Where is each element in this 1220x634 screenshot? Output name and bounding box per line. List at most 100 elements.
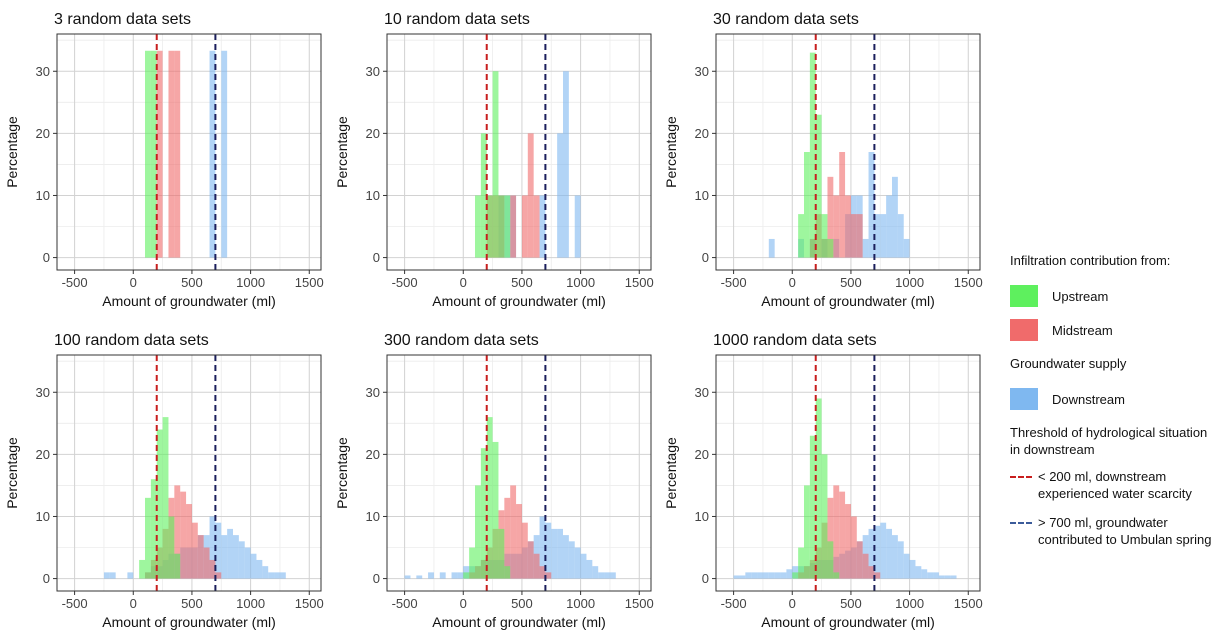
bar-downstream — [868, 152, 875, 258]
bar-upstream — [174, 553, 181, 579]
bar-midstream — [191, 522, 198, 579]
x-tick-label: -500 — [392, 596, 418, 611]
bar-downstream — [786, 569, 793, 579]
bar-downstream — [862, 238, 869, 258]
bar-downstream — [568, 541, 575, 579]
x-tick-label: 500 — [511, 275, 533, 290]
bar-upstream — [475, 485, 481, 579]
bar-midstream — [839, 152, 846, 258]
x-tick-label: 1500 — [295, 596, 324, 611]
x-tick-label: -500 — [62, 275, 88, 290]
y-axis-label: Percentage — [4, 437, 20, 509]
bar-upstream — [833, 572, 840, 579]
bar-midstream — [833, 195, 840, 258]
legend-label-midstream: Midstream — [1052, 322, 1113, 338]
bar-downstream — [221, 535, 228, 579]
bar-downstream — [574, 547, 581, 579]
bar-upstream — [469, 547, 475, 579]
legend-dash-200 — [1010, 476, 1032, 478]
legend-label-threshold-200: < 200 ml, downstream experienced water s… — [1038, 469, 1192, 501]
bar-downstream — [938, 575, 945, 579]
plot-frame — [715, 33, 981, 271]
bar-downstream — [209, 50, 216, 258]
bar-downstream — [897, 214, 904, 258]
bar-midstream — [197, 535, 204, 579]
bar-downstream — [103, 572, 110, 579]
y-tick-label: 20 — [695, 126, 709, 141]
bar-upstream — [162, 417, 169, 579]
bar-downstream — [762, 572, 769, 579]
bar-midstream — [215, 572, 222, 579]
bar-downstream — [557, 528, 563, 579]
bar-downstream — [874, 214, 881, 258]
y-tick-label: 0 — [702, 250, 709, 265]
bar-downstream — [897, 541, 904, 579]
y-tick-label: 30 — [695, 64, 709, 79]
x-axis-label: Amount of groundwater (ml) — [102, 293, 276, 309]
x-axis-label: Amount of groundwater (ml) — [102, 614, 276, 630]
bar-midstream — [180, 491, 187, 579]
panel-3: -500 0 500 1000 1500 0 10 20 30 30 random data se… — [663, 11, 983, 309]
y-tick-label: 30 — [36, 64, 50, 79]
legend-supply-title: Groundwater supply — [1010, 356, 1127, 371]
x-tick-label: 0 — [789, 596, 796, 611]
x-axis-label: Amount of groundwater (ml) — [432, 614, 606, 630]
bar-midstream — [874, 572, 881, 579]
y-tick-label: 0 — [702, 571, 709, 586]
bar-downstream — [768, 238, 775, 258]
bar-midstream — [827, 497, 834, 579]
bar-downstream — [563, 535, 569, 579]
x-tick-label: 1000 — [895, 275, 924, 290]
legend: Infiltration contribution from: Upstream… — [1010, 252, 1220, 560]
bar-downstream — [880, 214, 887, 258]
bar-downstream — [574, 195, 581, 258]
bar-downstream — [563, 71, 569, 258]
x-tick-label: 1000 — [895, 596, 924, 611]
bar-midstream — [510, 195, 517, 258]
bar-downstream — [950, 575, 957, 579]
y-tick-label: 10 — [366, 509, 380, 524]
legend-swatch-midstream — [1010, 319, 1038, 341]
bar-upstream — [492, 71, 499, 258]
bar-downstream — [551, 528, 558, 579]
bar-downstream — [238, 541, 245, 579]
y-tick-label: 10 — [36, 509, 50, 524]
bar-downstream — [933, 572, 939, 579]
bar-downstream — [227, 528, 233, 579]
bar-upstream — [827, 541, 834, 579]
x-tick-label: 0 — [460, 596, 467, 611]
x-tick-label: -500 — [721, 275, 747, 290]
bar-downstream — [233, 535, 239, 579]
bar-midstream — [209, 559, 216, 579]
bar-midstream — [839, 491, 846, 579]
x-tick-label: 0 — [789, 275, 796, 290]
bar-midstream — [545, 572, 552, 579]
bar-midstream — [533, 553, 540, 579]
bar-upstream — [504, 566, 511, 579]
bar-upstream — [145, 50, 151, 258]
bar-downstream — [127, 572, 134, 579]
bar-upstream — [804, 485, 810, 579]
plot-frame — [715, 354, 981, 592]
bar-downstream — [921, 569, 928, 579]
bar-midstream — [856, 541, 863, 579]
chart-title: 3 random data sets — [54, 11, 191, 28]
y-tick-label: 0 — [373, 571, 380, 586]
bar-midstream — [539, 566, 546, 579]
bar-downstream — [892, 176, 898, 258]
bar-midstream — [516, 504, 522, 579]
chart-title: 100 random data sets — [54, 332, 209, 349]
bar-upstream — [815, 398, 822, 579]
bar-upstream — [498, 528, 505, 579]
panel-6: -500 0 500 1000 1500 0 10 20 30 1000 random data … — [663, 332, 983, 630]
bar-upstream — [809, 52, 816, 258]
panel-2: -500 0 500 1000 1500 0 10 20 30 10 random data se… — [334, 11, 654, 309]
x-tick-label: 500 — [840, 596, 862, 611]
bar-upstream — [156, 429, 163, 579]
bar-midstream — [156, 50, 163, 258]
bar-downstream — [428, 572, 434, 579]
x-tick-label: 0 — [130, 275, 137, 290]
y-tick-label: 0 — [43, 250, 50, 265]
bar-upstream — [475, 195, 481, 258]
